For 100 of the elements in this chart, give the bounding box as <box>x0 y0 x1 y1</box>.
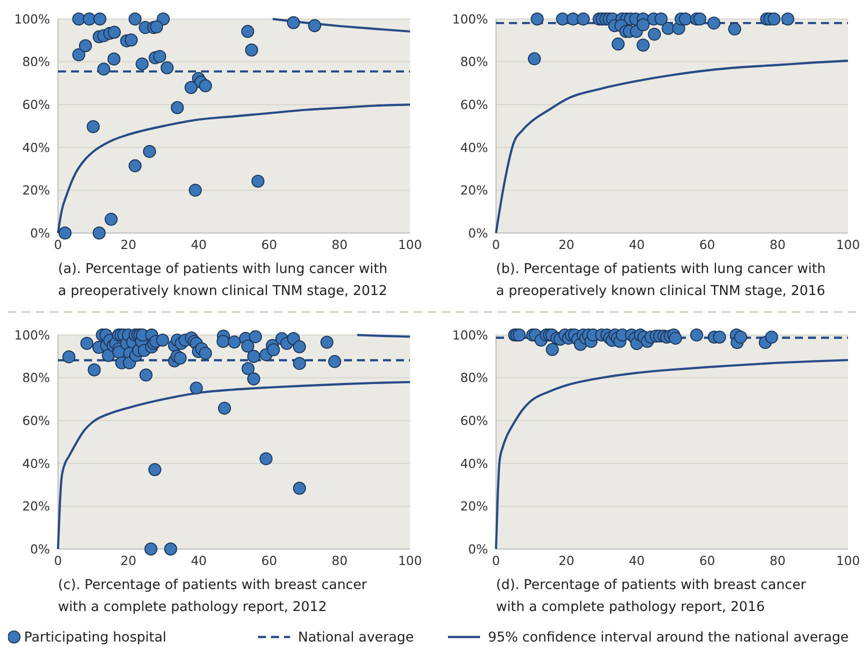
y-tick-label: 0% <box>468 541 488 556</box>
point <box>128 159 142 172</box>
x-tick-label: 0 <box>492 237 500 252</box>
point <box>160 61 174 74</box>
x-tick-label: 0 <box>492 553 500 568</box>
point <box>150 20 164 34</box>
y-tick-label: 80% <box>460 370 488 386</box>
x-tick-label: 80 <box>332 237 348 252</box>
y-tick-label: 40% <box>460 456 488 471</box>
text: (c). Percentage of patients with breast cancer with a complete pathology report, 2012 <box>58 577 368 615</box>
point <box>72 48 86 62</box>
point <box>728 22 742 36</box>
y-tick-label: 60% <box>460 412 488 428</box>
point <box>768 12 781 26</box>
y-tick-label: 80% <box>22 54 50 70</box>
x-tick-label: 40 <box>190 237 207 252</box>
point <box>662 22 675 35</box>
point <box>241 24 254 38</box>
y-tick-label: 100% <box>14 327 50 342</box>
y-tick-label: 40% <box>22 140 50 155</box>
point <box>707 16 720 30</box>
point <box>82 12 96 26</box>
point <box>612 38 625 51</box>
x-tick-label: 0 <box>54 553 62 568</box>
point <box>566 12 580 26</box>
x-tick-label: 0 <box>54 237 62 252</box>
point <box>78 39 92 52</box>
y-tick-label: 100% <box>14 11 50 26</box>
point <box>576 12 590 26</box>
y-tick-label: 0% <box>30 225 50 240</box>
x-tick-label: 40 <box>190 553 207 568</box>
point <box>86 120 100 134</box>
point <box>128 12 142 26</box>
point <box>93 12 106 26</box>
y-tick-label: 60% <box>460 96 488 112</box>
point <box>308 19 322 32</box>
point <box>546 343 559 356</box>
x-tick-label: 60 <box>699 237 716 252</box>
point <box>104 212 118 226</box>
point <box>690 328 704 342</box>
x-tick-label: 20 <box>120 237 136 252</box>
y-tick-label: 60% <box>22 412 50 428</box>
x-tick-label: 100 <box>836 237 860 252</box>
point <box>781 12 794 26</box>
x-tick-label: 60 <box>699 553 716 568</box>
x-tick-label: 20 <box>558 237 574 252</box>
y-tick-label: 40% <box>460 140 488 155</box>
line-series <box>272 18 412 33</box>
x-tick-label: 60 <box>261 237 278 252</box>
point <box>184 80 198 94</box>
x-tick-label: 20 <box>558 553 574 568</box>
x-tick-label: 40 <box>628 553 645 568</box>
point <box>693 12 706 26</box>
point <box>136 57 149 70</box>
legend-label: Participating hospital <box>24 630 166 646</box>
x-tick-label: 100 <box>398 553 422 568</box>
x-tick-label: 80 <box>332 553 348 568</box>
point <box>143 144 156 158</box>
point <box>556 12 570 26</box>
legend-label: 95% confidence interval around the national average <box>488 630 849 646</box>
point <box>512 328 526 342</box>
point <box>92 226 106 240</box>
point <box>188 184 202 197</box>
point <box>72 12 86 26</box>
x-tick-label: 40 <box>628 237 645 252</box>
text: (b). Percentage of patients with lung cancer with a preoperatively known clinical TNM stage, 2016 <box>496 261 826 299</box>
y-tick-label: 20% <box>22 498 50 514</box>
point <box>678 12 692 26</box>
x-tick-label: 20 <box>120 553 136 568</box>
point <box>251 174 264 188</box>
point <box>153 50 166 63</box>
y-tick-label: 100% <box>452 11 488 26</box>
x-tick-label: 100 <box>398 237 422 252</box>
point <box>170 101 184 114</box>
text: (d). Percentage of patients with breast cancer with a complete pathology report, 2016 <box>496 577 807 615</box>
point <box>648 28 661 41</box>
y-tick-label: 100% <box>452 327 488 342</box>
point <box>198 79 212 92</box>
y-tick-label: 20% <box>460 182 488 198</box>
point <box>765 330 778 344</box>
point <box>713 330 726 344</box>
y-tick-label: 0% <box>468 225 488 240</box>
text: (a). Percentage of patients with lung cancer with a preoperatively known clinical TNM stage, 2012 <box>58 261 388 299</box>
point <box>636 38 650 52</box>
point <box>97 62 110 76</box>
point <box>286 16 300 30</box>
point <box>734 330 748 344</box>
point <box>636 18 650 32</box>
y-tick-label: 0% <box>30 541 50 556</box>
x-tick-label: 100 <box>836 553 860 568</box>
point <box>245 44 258 57</box>
point <box>669 332 682 345</box>
y-tick-label: 60% <box>22 96 50 112</box>
y-tick-label: 20% <box>460 498 488 514</box>
y-tick-label: 40% <box>22 456 50 471</box>
point <box>530 12 544 26</box>
y-tick-label: 80% <box>22 370 50 386</box>
x-tick-label: 80 <box>770 553 786 568</box>
point <box>108 26 121 39</box>
point <box>124 33 138 46</box>
